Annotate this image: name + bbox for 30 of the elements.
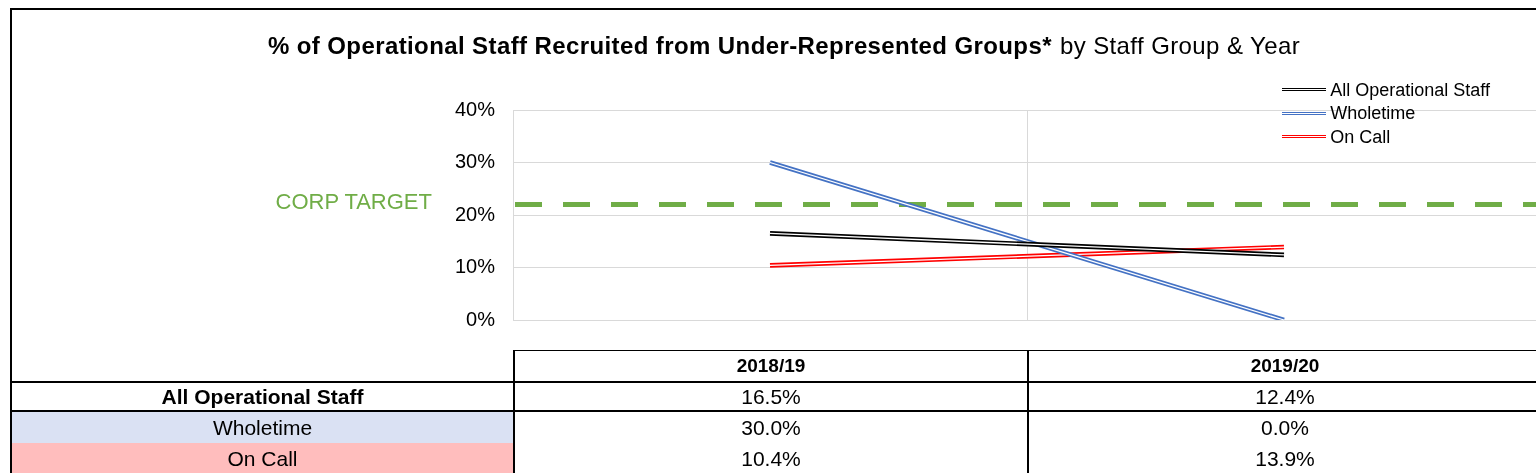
y-tick-label: 30%	[454, 150, 496, 173]
legend-label: On Call	[1330, 126, 1391, 147]
data-label: 10.4%	[741, 446, 801, 471]
chart-title: % of Operational Staff Recruited from Under-Represented Groups*	[267, 32, 1052, 59]
table-cell: 16.5%	[513, 381, 1027, 412]
chart-subtitle: by Staff Group & Year	[1059, 32, 1301, 59]
legend-label: Wholetime	[1330, 103, 1416, 124]
table-cell: 2018/19	[513, 350, 1027, 381]
legend-label: All Operational Staff	[1330, 79, 1490, 100]
y-tick-label: 20%	[454, 202, 496, 225]
table-cell: 0.0%	[1027, 412, 1536, 443]
y-tick-label: 10%	[454, 255, 496, 278]
x-tick-label: 2018/19	[736, 355, 806, 377]
table-cell: 13.9%	[1027, 443, 1536, 473]
data-label: 12.4%	[1255, 384, 1315, 409]
data-label: 30.0%	[741, 415, 801, 440]
table-cell: 10.4%	[513, 443, 1027, 473]
x-tick-label: 2019/20	[1250, 355, 1320, 377]
table-cell: 30.0%	[513, 412, 1027, 443]
data-label: 13.9%	[1255, 446, 1315, 471]
y-tick-label: 0%	[466, 307, 496, 330]
ref-line-label: CORP TARGET	[275, 188, 432, 215]
table-cell: Wholetime	[12, 412, 513, 443]
y-tick-label: 40%	[454, 97, 496, 120]
table-cell: On Call	[12, 443, 513, 473]
data-label: 16.5%	[741, 384, 801, 409]
table-cell: 2019/20	[1027, 350, 1536, 381]
table-cell: 12.4%	[1027, 381, 1536, 412]
data-label: 0.0%	[1261, 415, 1309, 440]
table-cell: All Operational Staff	[12, 381, 513, 412]
